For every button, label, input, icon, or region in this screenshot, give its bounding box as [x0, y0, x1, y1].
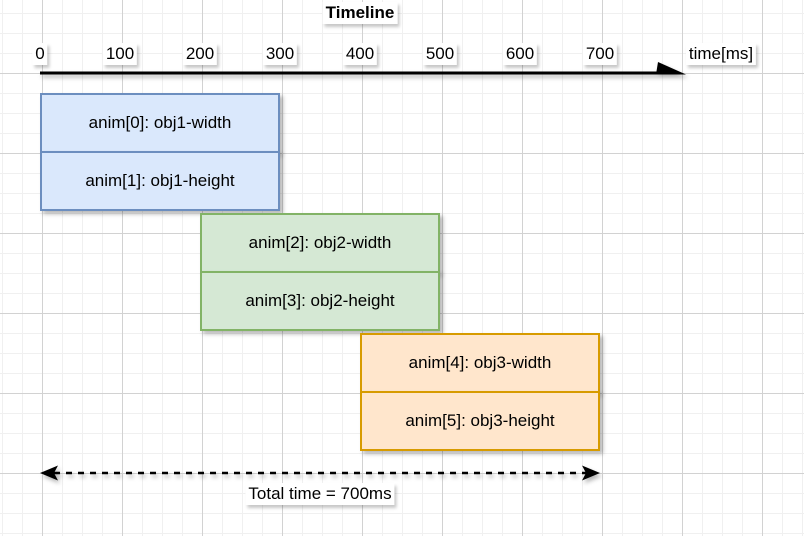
axis-tick-0: 0	[32, 43, 48, 65]
total-time-right-arrowhead-icon	[582, 465, 600, 481]
axis-tick-100: 100	[102, 43, 138, 65]
time-axis-arrowhead-icon	[656, 62, 686, 75]
anim-bar-obj2-width: anim[2]: obj2-width	[200, 213, 440, 273]
anim-bar-group-obj2: anim[2]: obj2-width anim[3]: obj2-height	[200, 213, 440, 331]
axis-unit-label: time[ms]	[685, 43, 757, 65]
anim-bar-group-obj1: anim[0]: obj1-width anim[1]: obj1-height	[40, 93, 280, 211]
anim-bar-obj2-height: anim[3]: obj2-height	[200, 271, 440, 331]
anim-bar-obj3-width: anim[4]: obj3-width	[360, 333, 600, 393]
diagram-title: Timeline	[322, 2, 398, 24]
axis-tick-300: 300	[262, 43, 298, 65]
anim-bar-obj1-width: anim[0]: obj1-width	[40, 93, 280, 153]
total-time-left-arrowhead-icon	[40, 465, 58, 481]
anim-bar-obj1-height: anim[1]: obj1-height	[40, 151, 280, 211]
axis-tick-400: 400	[342, 43, 378, 65]
total-time-label: Total time = 700ms	[245, 483, 395, 505]
axis-tick-700: 700	[582, 43, 618, 65]
axis-tick-200: 200	[182, 43, 218, 65]
anim-bar-group-obj3: anim[4]: obj3-width anim[5]: obj3-height	[360, 333, 600, 451]
axis-tick-500: 500	[422, 43, 458, 65]
axis-tick-600: 600	[502, 43, 538, 65]
total-time-arrow	[40, 465, 600, 481]
anim-bar-obj3-height: anim[5]: obj3-height	[360, 391, 600, 451]
